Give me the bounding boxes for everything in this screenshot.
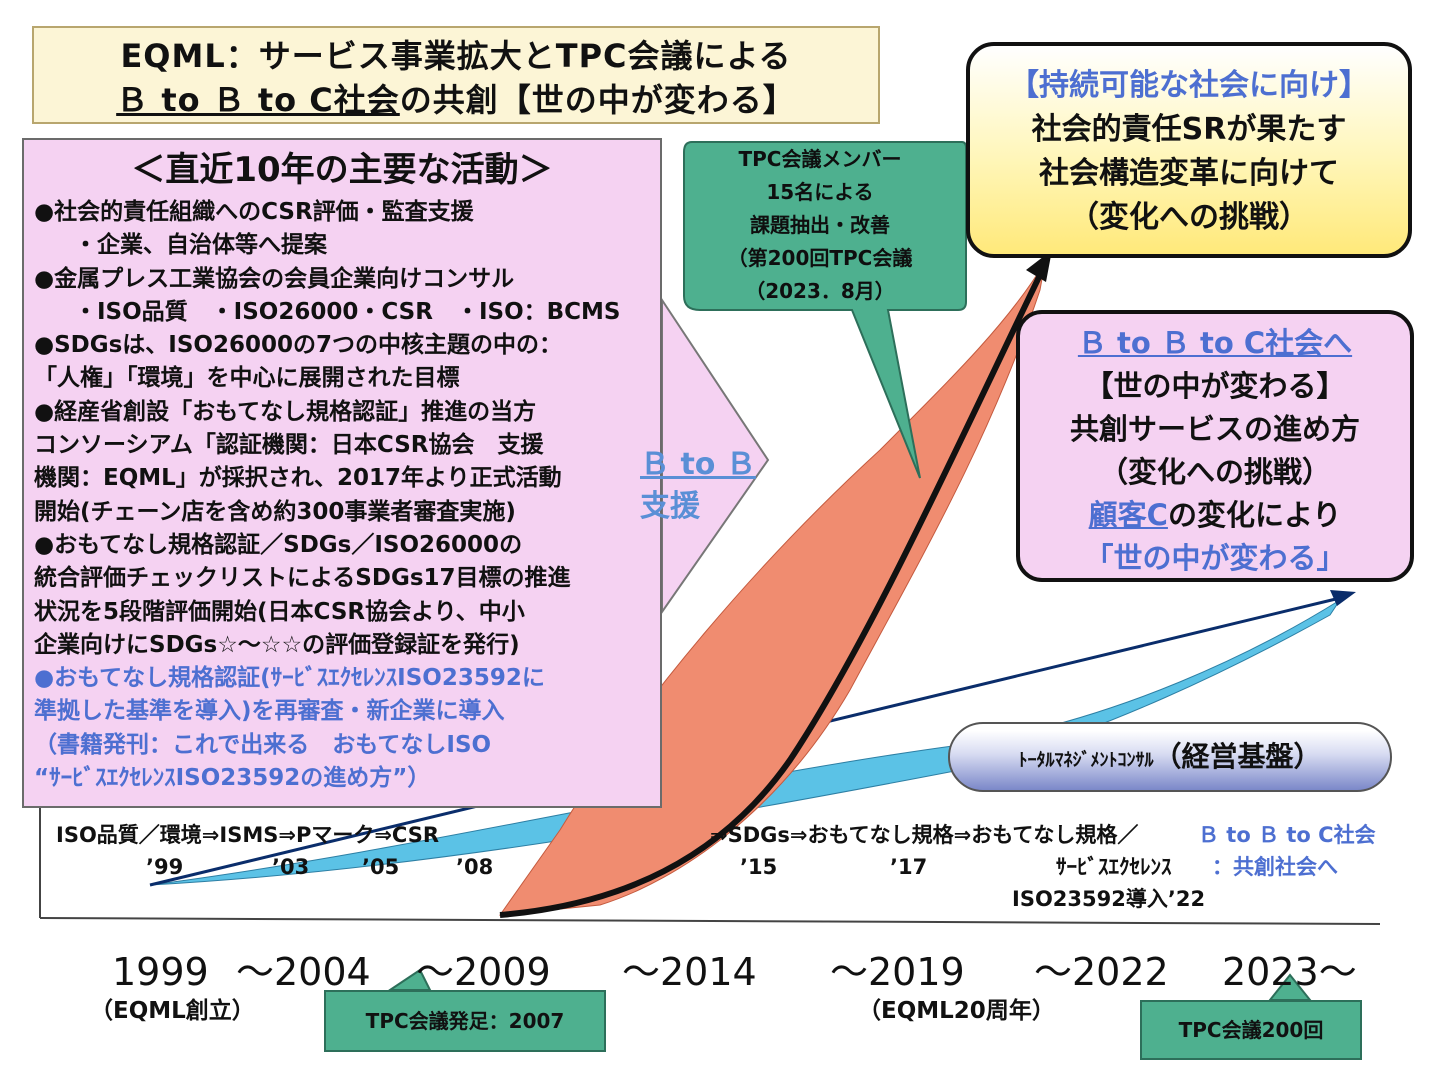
activity-line: 開始(チェーン店を含め約300事業者審査実施) xyxy=(34,498,516,525)
activity-line: コンソーシアム「認証機関：日本CSR協会 支援 xyxy=(34,432,544,459)
btob-label-line2: 支援 xyxy=(640,489,700,524)
b2c-line-2: 【世の中が変わる】 xyxy=(1084,369,1346,403)
tpc-callout-line: TPC会議メンバー xyxy=(738,147,902,171)
blue-arrow-head xyxy=(1330,590,1356,606)
b2c-line-5: 顧客Cの変化により xyxy=(1020,494,1410,537)
activity-line: ●社会的責任組織へのCSR評価・監査支援 xyxy=(34,199,474,225)
title-line-2-rest: の共創【世の中が変わる】 xyxy=(399,81,796,119)
milestone-service-excellence: ｻｰﾋﾞｽｴｸｾﾚﾝｽ xyxy=(1056,855,1172,879)
milestone-year-15: ’15 xyxy=(740,855,778,879)
btob-arrow xyxy=(661,296,770,616)
activity-line: ●おもてなし規格認証／SDGs／ISO26000の xyxy=(34,531,523,558)
goal-line-3: 社会構造変革に向けて xyxy=(1039,156,1339,191)
milestone-year-99: ’99 xyxy=(146,855,184,879)
eqml-founded-label: （EQML創立） xyxy=(90,998,255,1024)
management-foundation-label: （経営基盤） xyxy=(1153,740,1322,773)
frame-baseline xyxy=(39,917,1381,925)
tpc-start-tag: TPC会議発足：2007 xyxy=(324,990,606,1052)
total-management-box: ﾄｰﾀﾙﾏﾈｼﾞﾒﾝﾄｺﾝｻﾙ（経営基盤） xyxy=(948,722,1392,792)
milestone-row1-mid: ⇒SDGs⇒おもてなし規格⇒おもてなし規格／ xyxy=(710,823,1139,847)
title-line-2: Ｂ to Ｂ to C社会の共創【世の中が変わる】 xyxy=(34,78,878,122)
goal-line-1: 【持続可能な社会に向け】 xyxy=(1009,68,1369,103)
activity-line: ●経産省創設「おもてなし規格認証」推進の当方 xyxy=(34,398,537,425)
tpc-callout-line: 課題抽出・改善 xyxy=(750,213,890,237)
b2c-line-3: 共創サービスの進め方 xyxy=(1069,412,1360,446)
timeline-2023: 2023～ xyxy=(1222,950,1357,994)
activities-box: ＜直近10年の主要な活動＞ ●社会的責任組織へのCSR評価・監査支援 ・企業、自… xyxy=(22,138,662,808)
timeline-2022: ～2022 xyxy=(1034,950,1169,994)
b2c-customer-c: 顧客C xyxy=(1088,498,1168,532)
activity-line: （書籍発刊：これで出来る おもてなしISO xyxy=(34,731,492,758)
title-line-1: EQML：サービス事業拡大とTPC会議による xyxy=(120,37,792,75)
tpc-callout-line: （第200回TPC会議 xyxy=(727,246,913,270)
btobtoc-society-box: Ｂ to Ｂ to C社会へ 【世の中が変わる】 共創サービスの進め方 （変化へ… xyxy=(1016,310,1414,582)
activity-line: ●おもてなし規格認証(ｻｰﾋﾞｽｴｸｾﾚﾝｽISO23592に xyxy=(34,665,545,692)
eqml-20th-label: （EQML20周年） xyxy=(858,998,1055,1024)
tpc-callout: TPC会議メンバー 15名による 課題抽出・改善 （第200回TPC会議 （20… xyxy=(680,143,960,308)
milestone-year-17: ’17 xyxy=(890,855,928,879)
title-box: EQML：サービス事業拡大とTPC会議による Ｂ to Ｂ to C社会の共創【… xyxy=(32,26,880,124)
milestone-iso23592: ISO23592導入’22 xyxy=(1012,887,1206,911)
milestone-year-05: ’05 xyxy=(362,855,400,879)
title-btobtoc-underlined: Ｂ to Ｂ to C社会 xyxy=(116,81,400,119)
milestone-kyoso: ：共創社会へ xyxy=(1212,855,1338,879)
b2c-line-1: Ｂ to Ｂ to C社会へ xyxy=(1077,326,1353,360)
goal-line-2: 社会的責任SRが果たす xyxy=(1031,112,1347,147)
activity-line: 状況を5段階評価開始(日本CSR協会より、中小 xyxy=(34,598,525,625)
tpc-callout-line: （2023．8月） xyxy=(745,279,895,303)
timeline-2009: ～2009 xyxy=(416,950,551,994)
milestone-row1-right: Ｂ to Ｂ to C社会 xyxy=(1198,823,1376,847)
activities-heading: ＜直近10年の主要な活動＞ xyxy=(131,150,553,190)
btob-label-line1: Ｂ to Ｂ xyxy=(640,447,756,482)
tpc-callout-shape xyxy=(683,141,967,479)
goal-line-4: （変化への挑戦） xyxy=(1069,200,1309,235)
timeline-2004: ～2004 xyxy=(236,950,371,994)
activity-line: ・ISO品質 ・ISO26000・CSR ・ISO：BCMS xyxy=(74,298,621,325)
activity-line: ●SDGsは、ISO26000の7つの中核主題の中の： xyxy=(34,332,562,359)
black-arrow-head xyxy=(1026,250,1052,282)
total-management-label: ﾄｰﾀﾙﾏﾈｼﾞﾒﾝﾄｺﾝｻﾙ xyxy=(1018,750,1154,771)
b2c-line-5-rest: の変化により xyxy=(1167,498,1342,532)
tpc-callout-line: 15名による xyxy=(766,180,874,204)
timeline-1999: 1999 xyxy=(112,950,209,994)
timeline-2014: ～2014 xyxy=(622,950,757,994)
b2c-line-4: （変化への挑戦） xyxy=(1098,455,1331,489)
activity-line: “ｻｰﾋﾞｽｴｸｾﾚﾝｽISO23592の進め方”） xyxy=(34,765,431,792)
tpc-200-tag: TPC会議200回 xyxy=(1140,1000,1362,1060)
activity-line: 機関：EQML」が採択され、2017年より正式活動 xyxy=(34,465,562,492)
activity-line: 「人権」「環境」を中心に展開された目標 xyxy=(34,365,460,392)
activity-line: 準拠した基準を導入)を再審査・新企業に導入 xyxy=(34,698,505,725)
activity-line: ・企業、自治体等へ提案 xyxy=(74,232,327,259)
black-growth-curve xyxy=(499,273,1043,918)
timeline-2019: ～2019 xyxy=(830,950,965,994)
milestone-year-08: ’08 xyxy=(456,855,494,879)
sustainable-society-box: 【持続可能な社会に向け】 社会的責任SRが果たす 社会構造変革に向けて （変化へ… xyxy=(966,42,1412,258)
activity-line: ●金属プレス工業協会の会員企業向けコンサル xyxy=(34,265,515,292)
btob-label: Ｂ to Ｂ 支援 xyxy=(640,444,756,528)
activity-line: 企業向けにSDGs☆～☆☆の評価登録証を発行) xyxy=(34,631,520,658)
activity-line: 統合評価チェックリストによるSDGs17目標の推進 xyxy=(34,565,571,592)
milestone-year-03: ’03 xyxy=(272,855,310,879)
b2c-line-6: 「世の中が変わる」 xyxy=(1084,541,1346,575)
milestone-row1-left: ISO品質／環境⇒ISMS⇒Pマーク⇒CSR xyxy=(56,823,440,847)
